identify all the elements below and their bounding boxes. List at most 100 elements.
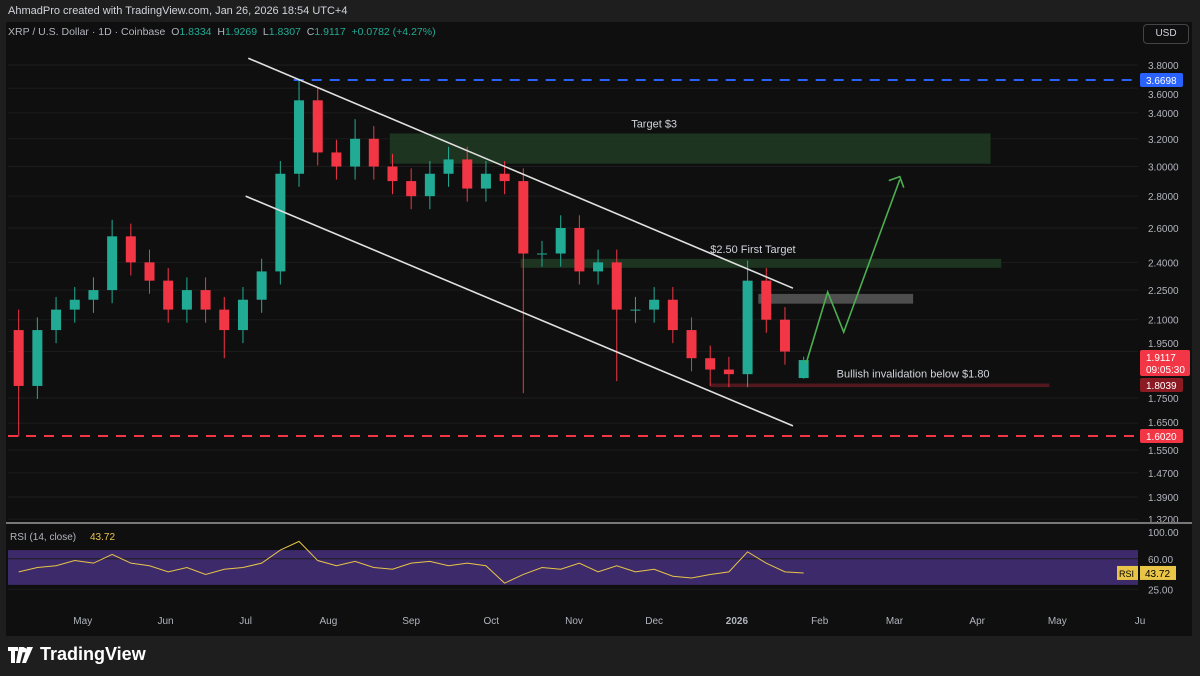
tradingview-logo-icon [8, 646, 33, 663]
candle-body [51, 309, 62, 331]
x-tick-label: Ju [1135, 616, 1146, 627]
chart-credit: AhmadPro created with TradingView.com, J… [8, 5, 348, 17]
x-tick-label: 2026 [726, 616, 749, 627]
y-tick-label: 3.4000 [1148, 109, 1179, 120]
candle-body [593, 262, 604, 272]
candle-body [125, 236, 136, 263]
channel-line [245, 195, 794, 427]
price-label-text: 3.6698 [1146, 76, 1177, 87]
y-tick-label: 1.9500 [1148, 339, 1179, 350]
rsi-value-tag: 43.72 [1145, 569, 1170, 580]
y-tick-label: 3.2000 [1148, 135, 1179, 146]
rsi-value-box [1140, 565, 1176, 580]
candle-body [424, 173, 435, 197]
symbol-name: XRP / U.S. Dollar · 1D · Coinbase [8, 26, 166, 38]
open-label: O [171, 26, 180, 38]
candle-body [518, 181, 529, 254]
x-tick-label: Oct [483, 616, 499, 627]
candle-body [705, 358, 716, 370]
price-label-text: 1.8039 [1146, 381, 1177, 392]
symbol-legend: XRP / U.S. Dollar · 1D · Coinbase O1.833… [8, 26, 436, 38]
candle-body [387, 166, 398, 182]
candle-body [107, 236, 118, 291]
price-label-text: 1.6020 [1146, 432, 1177, 443]
candle-body [798, 360, 809, 379]
x-tick-label: Dec [645, 616, 663, 627]
rsi-tick-label: 100.00 [1148, 528, 1179, 539]
close-label: C [306, 26, 315, 38]
low-label: L [262, 26, 269, 38]
candle-body [88, 290, 99, 300]
y-tick-label: 1.4700 [1148, 469, 1179, 480]
x-tick-label: Jun [157, 616, 173, 627]
channel-line [247, 57, 794, 289]
y-tick-label: 3.8000 [1148, 61, 1179, 72]
y-tick-label: 2.1000 [1148, 316, 1179, 327]
rsi-tag-label: RSI [1119, 569, 1134, 579]
change-value: +0.0782 (+4.27%) [351, 26, 436, 38]
candle-body [574, 227, 585, 272]
candle-body [480, 173, 491, 189]
candle-body [779, 319, 790, 352]
candle-body [723, 369, 734, 375]
candle-body [368, 138, 379, 167]
zone-box [710, 383, 1050, 388]
y-tick-label: 1.3200 [1148, 515, 1179, 526]
currency-button[interactable]: USD [1143, 24, 1189, 44]
y-tick-label: 1.3900 [1148, 493, 1179, 504]
x-tick-label: Jul [239, 616, 252, 627]
countdown-text: 09:05:30 [1146, 365, 1185, 376]
x-tick-label: Nov [565, 616, 583, 627]
candle-body [275, 173, 286, 272]
price-label-text: 1.9117 [1146, 353, 1176, 364]
candle-body [406, 181, 417, 197]
rsi-tick-label: 60.00 [1148, 555, 1173, 566]
zone-box [520, 258, 1002, 268]
candle-body [667, 299, 678, 331]
y-tick-label: 1.7500 [1148, 394, 1179, 405]
candle-body [686, 330, 697, 359]
candle-body [200, 290, 211, 310]
zone-label: Target $3 [631, 118, 677, 130]
x-tick-label: Mar [886, 616, 904, 627]
candle-body [219, 309, 230, 331]
candle-body [256, 271, 267, 300]
y-tick-label: 1.5500 [1148, 446, 1179, 457]
candle-body [237, 299, 248, 331]
close-value: 1.9117 [314, 26, 346, 38]
chart-panel[interactable] [6, 22, 1192, 636]
candle-body [611, 262, 622, 310]
rsi-label: RSI (14, close) [10, 532, 76, 543]
candle-body [350, 138, 361, 167]
price-label-tag [1140, 428, 1183, 443]
candle-body [331, 152, 342, 167]
zone-label: $2.50 First Target [710, 244, 795, 256]
candle-body [630, 309, 641, 311]
candle-body [742, 280, 753, 375]
candle-body [32, 330, 43, 386]
y-tick-label: 2.6000 [1148, 224, 1179, 235]
candle-body [537, 253, 547, 255]
y-tick-label: 2.2500 [1148, 286, 1179, 297]
rsi-tag-box [1117, 565, 1138, 580]
candle-body [69, 299, 80, 310]
y-tick-label: 1.6500 [1148, 418, 1179, 429]
y-tick-label: 3.0000 [1148, 163, 1179, 174]
x-tick-label: Feb [811, 616, 829, 627]
brand-name: TradingView [40, 644, 146, 664]
y-tick-label: 3.6000 [1148, 90, 1179, 101]
high-label: H [217, 26, 225, 38]
high-value: 1.9269 [224, 26, 258, 38]
candle-body [181, 290, 192, 310]
tradingview-logo[interactable]: TradingView [8, 644, 146, 665]
zone-box [758, 293, 914, 304]
candle-body [462, 159, 473, 189]
candle-body [13, 330, 24, 386]
candle-body [312, 100, 323, 153]
x-tick-label: May [73, 616, 92, 627]
candle-body [499, 173, 510, 182]
candle-body [294, 100, 305, 174]
candle-body [163, 280, 174, 310]
x-tick-label: May [1048, 616, 1067, 627]
